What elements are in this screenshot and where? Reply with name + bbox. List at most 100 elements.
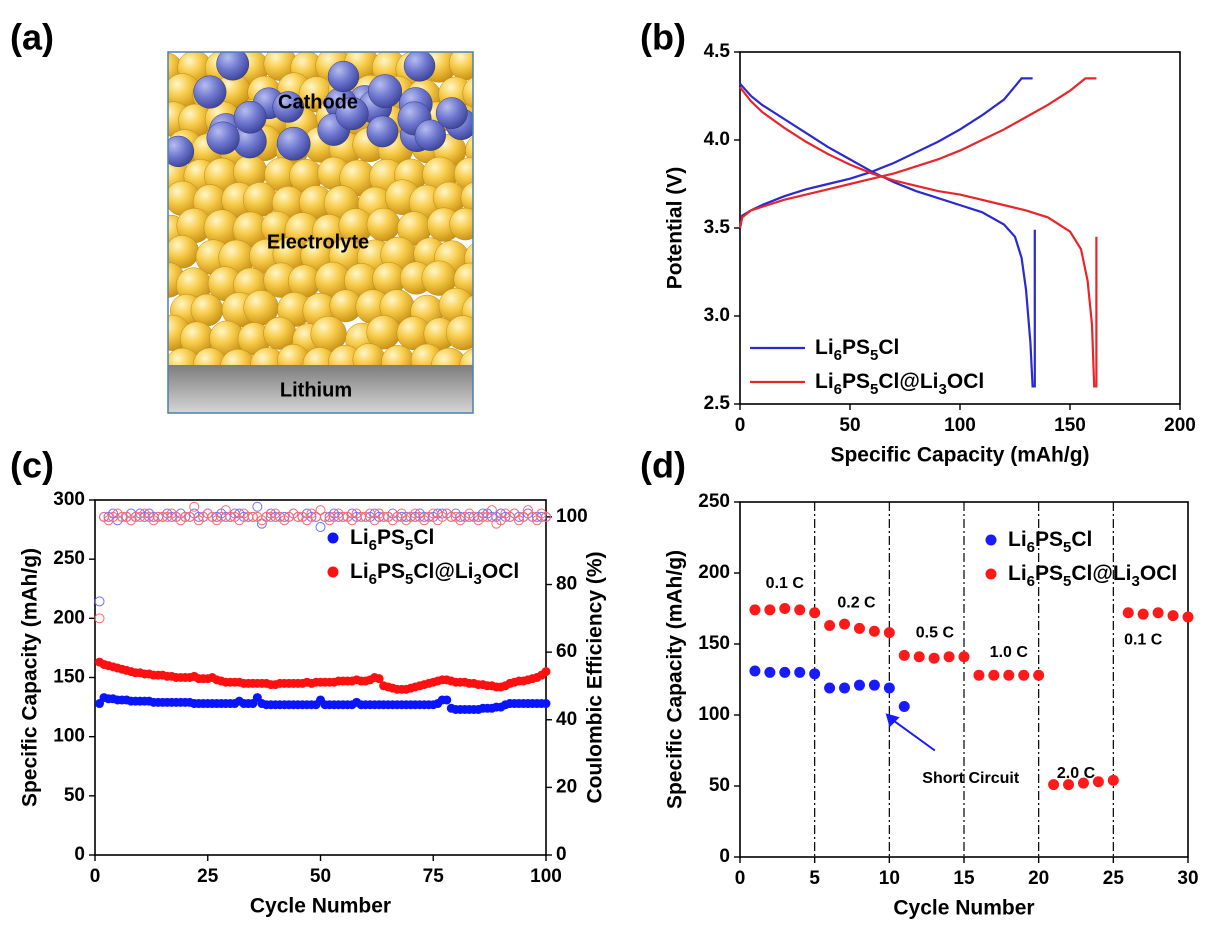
legend-swatch [985,568,997,580]
annotation: 0.2 C [837,594,876,611]
point [809,668,821,680]
point [839,618,851,630]
point [261,511,272,522]
y-tick-label: 100 [53,726,85,747]
point [749,604,761,616]
y2-axis-label: Coulombic Efficiency (%) [584,551,607,803]
point [868,625,880,637]
point [764,666,776,678]
y2-tick-label: 0 [556,844,567,865]
cathode-particle [206,121,240,155]
cathode-particle [403,52,436,82]
point [347,515,358,526]
panel-label: (a) [10,17,54,58]
point [225,511,236,522]
point [898,649,910,661]
annotation-arrow [891,718,936,752]
point [315,522,326,533]
curve [738,77,1036,388]
y-tick-label: 200 [698,562,730,583]
y-tick-label: 0 [719,846,730,867]
point [868,679,880,691]
point [338,511,349,522]
point [1033,669,1045,681]
electrolyte-particle [449,207,473,241]
legend-label: Li6PS5Cl [815,336,899,365]
point [1063,779,1075,791]
y-tick-label: 250 [698,491,730,512]
point [247,511,258,522]
cell-diagram: (a) Cathode Electrolyte Lithium [10,17,474,414]
point [988,669,1000,681]
cathode-particle [272,91,304,123]
panel-label: (d) [640,445,686,486]
point [853,679,865,691]
point [1048,779,1060,791]
y-tick-label: 0 [74,844,85,865]
x-tick-label: 25 [197,866,219,887]
y-tick-label: 4.0 [704,129,730,150]
point [1182,611,1194,623]
plot-frame [739,51,1181,405]
y2-tick-label: 40 [556,709,577,730]
x-tick-label: 5 [809,868,820,889]
electrolyte-particle [462,76,473,110]
point [301,515,312,526]
x-tick-label: 30 [1177,868,1198,889]
point [928,652,940,664]
point [541,511,551,522]
lithium-layer [168,365,473,413]
panel-label: (b) [640,17,686,58]
point [94,596,105,607]
y-tick-label: 50 [709,775,730,796]
x-axis-label: Cycle Number [250,895,391,918]
y-tick-label: 250 [53,548,85,569]
x-tick-label: 50 [310,866,331,887]
point [279,511,290,522]
electrolyte-particle [220,348,256,365]
cathode-particle [435,97,468,130]
y-tick-label: 3.5 [704,217,731,238]
point [883,627,895,639]
point [1003,669,1015,681]
cathode-particle [366,115,399,148]
point [541,667,551,677]
y-tick-label: 150 [53,667,85,688]
point [853,622,865,634]
point [839,682,851,694]
chart-panel: (b) 0 50 100 150 200 2.5 3.0 3.5 4.0 4.5 Specific C… [640,17,1196,467]
point [482,511,493,522]
point [1122,607,1134,619]
electrolyte-particle [460,181,473,214]
point [442,695,452,705]
point [1152,607,1164,619]
y-axis-label: Specific Capacity (mAh/g) [664,550,687,809]
y-tick-label: 300 [53,489,85,510]
cathode-particle [193,75,227,109]
x-tick-label: 25 [1103,868,1125,889]
point [369,515,380,526]
point [809,607,821,619]
cathode-particle [216,52,250,81]
point [1107,774,1119,786]
point [824,682,836,694]
annotation: 1.0 C [990,644,1029,661]
annotation: 0.1 C [1124,632,1163,649]
cathode-particle [368,74,403,109]
point [779,666,791,678]
point [794,666,806,678]
point [898,700,910,712]
legend-label: Li6PS5Cl@Li3OCl [815,370,984,399]
point [256,518,267,529]
point [943,651,955,663]
point [130,511,141,522]
x-tick-label: 0 [90,866,101,887]
cathode-particle [327,60,360,93]
cell-frame [167,51,474,414]
point [477,511,488,522]
point [234,515,245,526]
y-axis-label: Potential (V) [664,167,687,290]
legend-swatch [327,566,339,578]
x-tick-label: 200 [1164,415,1196,436]
